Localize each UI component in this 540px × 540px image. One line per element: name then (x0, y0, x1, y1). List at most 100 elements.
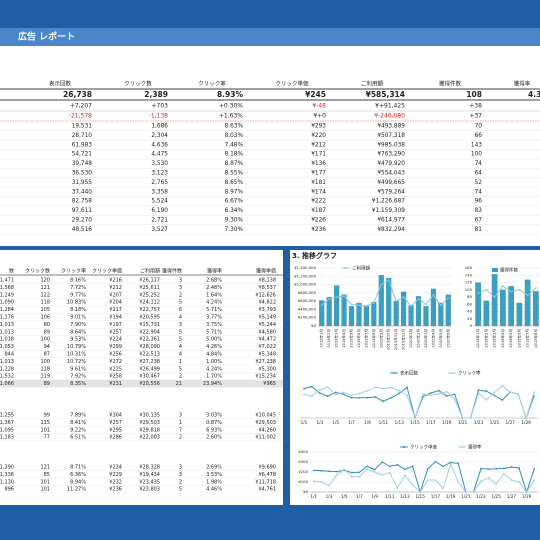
legend-label: ご利用額 (352, 265, 370, 272)
table-cell: 2.60% (206, 435, 222, 441)
table-cell: 6.93% (206, 427, 222, 433)
table-cell: ¥10,045 (255, 413, 276, 419)
table-cell: 1,568 (0, 285, 14, 291)
table-cell: 3 (179, 322, 182, 328)
table-cell: 5 (179, 329, 182, 335)
diff-cell: +38 (469, 103, 482, 110)
point (457, 480, 460, 483)
point (343, 295, 345, 298)
table-cell: 28,710 (72, 133, 93, 139)
x-tick-label: 2019年7月 (525, 329, 530, 348)
table-cell: ¥15,731 (139, 322, 160, 328)
point (518, 481, 520, 483)
table-cell: ¥217 (109, 307, 122, 313)
point (509, 391, 512, 394)
point (365, 305, 368, 308)
table-cell: 82,758 (72, 199, 93, 205)
table-cell: 9.53% (70, 337, 86, 343)
bar (491, 274, 498, 326)
point (366, 396, 369, 399)
table-cell: 1,183 (0, 435, 14, 441)
line (321, 279, 449, 307)
table-cell: 8.55% (225, 171, 244, 177)
point (518, 288, 521, 291)
point (311, 395, 313, 397)
table-cell: 120 (40, 278, 50, 284)
point (453, 393, 456, 396)
point (480, 480, 482, 483)
table-cell: 89 (44, 381, 50, 387)
table-cell: ¥29,818 (139, 427, 160, 433)
point (449, 463, 452, 466)
table-cell: 2.69% (206, 465, 222, 471)
y-tick-label: 20 (467, 316, 472, 321)
table-cell: 19,531 (72, 124, 93, 130)
point (437, 393, 440, 395)
table-cell: 99 (44, 413, 50, 419)
title: 広告 レポート (18, 31, 75, 43)
point (372, 301, 375, 304)
table-cell: 2 (179, 479, 182, 485)
point (388, 471, 391, 474)
x-tick-label: 1/5 (341, 494, 348, 499)
table-cell: 1.98% (206, 479, 222, 485)
x-tick-label: 2019年4月 (500, 329, 505, 348)
x-tick-label: 2020年3月 (423, 329, 428, 348)
point (501, 399, 504, 401)
table-cell: 8.94% (70, 479, 86, 485)
point (472, 491, 475, 493)
table-cell: 4,636 (151, 142, 168, 148)
table-cell: 1,095 (0, 427, 14, 433)
table-cell: 122 (40, 292, 50, 298)
point (388, 465, 391, 468)
diff-cell: +7,207 (70, 103, 92, 110)
point (526, 294, 529, 297)
table-cell: ¥293 (311, 124, 326, 130)
table-cell: 36,530 (72, 171, 93, 177)
line (313, 460, 535, 494)
table-cell: 4 (179, 352, 182, 358)
daily-panel (0, 250, 283, 505)
table-cell: ¥20,556 (139, 381, 160, 387)
point (461, 417, 464, 419)
point (328, 470, 330, 473)
table-cell: ¥171 (311, 152, 326, 158)
table-cell: 1,249 (0, 292, 14, 298)
x-tick-label: 1/11 (379, 420, 389, 425)
x-tick-label: 2019年12月 (401, 329, 406, 350)
table-cell: ¥554,043 (377, 171, 405, 177)
point (350, 303, 353, 306)
y-tick-label: 100 (465, 287, 473, 292)
table-cell: ¥30,467 (139, 374, 160, 380)
table-cell: 52 (475, 180, 483, 186)
point (320, 481, 323, 483)
point (419, 491, 422, 493)
y-tick-label: 40 (467, 309, 472, 314)
table-cell: ¥5,300 (259, 366, 277, 372)
point (326, 386, 329, 389)
point (464, 491, 467, 493)
table-cell: 5.00% (206, 337, 222, 343)
bar (393, 300, 399, 326)
table-cell: ¥229 (109, 472, 122, 478)
point (510, 290, 513, 293)
point (366, 465, 368, 468)
table-cell: 9.77% (70, 292, 86, 298)
table-cell: ¥763,290 (377, 152, 405, 158)
point (426, 468, 429, 470)
point (493, 391, 496, 394)
table-cell: 8.35% (70, 381, 86, 387)
legend-label: クリック率 (458, 370, 481, 377)
table-cell: 3 (179, 278, 182, 284)
table-cell: ¥27,238 (139, 359, 160, 365)
table-cell: 4.26% (206, 344, 222, 350)
table-cell: 1,336 (0, 472, 14, 478)
y-tick-label: ¥1,200,000 (294, 273, 316, 278)
table-cell: 5 (179, 487, 182, 493)
point (422, 393, 424, 395)
point (342, 391, 345, 394)
bar (423, 306, 429, 326)
table-cell: 66 (475, 133, 483, 139)
table-cell: ¥8,537 (259, 285, 277, 291)
point (453, 398, 456, 401)
